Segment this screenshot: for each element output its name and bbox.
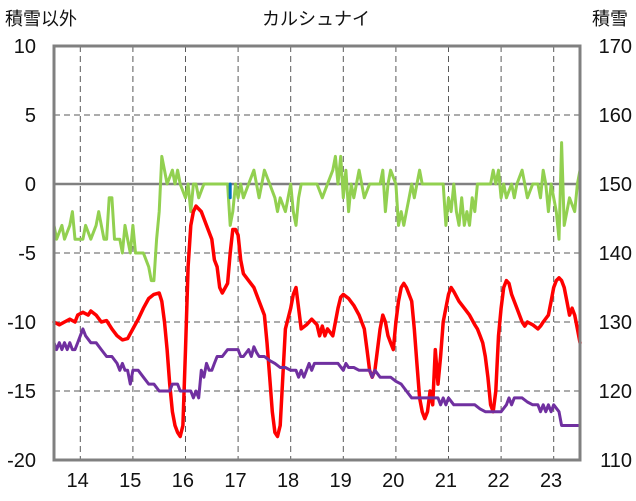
left-y-tick-label-6: -20 bbox=[7, 450, 36, 472]
x-tick-label-1: 15 bbox=[119, 470, 141, 492]
x-tick-label-3: 17 bbox=[224, 470, 246, 492]
left-y-tick-label-3: -5 bbox=[18, 243, 36, 265]
right-y-tick-label-6: 110 bbox=[600, 450, 632, 472]
series-line-2 bbox=[52, 204, 582, 439]
left-y-tick-label-5: -15 bbox=[7, 381, 36, 403]
right-axis-label: 積雪 bbox=[592, 9, 628, 30]
left-y-tick-label-0: 10 bbox=[14, 36, 36, 58]
left-axis-label: 積雪以外 bbox=[5, 9, 77, 30]
x-tick-label-9: 23 bbox=[540, 470, 562, 492]
x-tick-label-0: 14 bbox=[67, 470, 89, 492]
series-layer bbox=[52, 141, 582, 439]
x-tick-label-6: 20 bbox=[382, 470, 404, 492]
series-line-0 bbox=[52, 141, 582, 283]
x-tick-label-8: 22 bbox=[487, 470, 509, 492]
left-y-tick-label-4: -10 bbox=[7, 312, 36, 334]
plot-frame bbox=[52, 44, 582, 462]
right-y-tick-label-2: 150 bbox=[599, 174, 632, 196]
x-tick-label-2: 16 bbox=[172, 470, 194, 492]
tick-layer: 10 5 0 -5 -10 -15 -20 170 160 150 140 130 120 110 14 15… bbox=[7, 36, 632, 492]
right-y-tick-label-4: 130 bbox=[599, 312, 632, 334]
left-y-tick-label-2: 0 bbox=[25, 174, 36, 196]
chart-title: カルシュナイ bbox=[262, 9, 370, 30]
right-y-tick-label-1: 160 bbox=[599, 105, 632, 127]
x-tick-label-5: 19 bbox=[330, 470, 352, 492]
left-y-tick-label-1: 5 bbox=[25, 105, 36, 127]
series-line-3 bbox=[52, 327, 582, 427]
right-y-tick-label-3: 140 bbox=[599, 243, 632, 265]
right-y-tick-label-0: 170 bbox=[599, 36, 632, 58]
x-tick-label-4: 18 bbox=[277, 470, 299, 492]
right-y-tick-label-5: 120 bbox=[599, 381, 632, 403]
x-tick-label-7: 21 bbox=[435, 470, 457, 492]
